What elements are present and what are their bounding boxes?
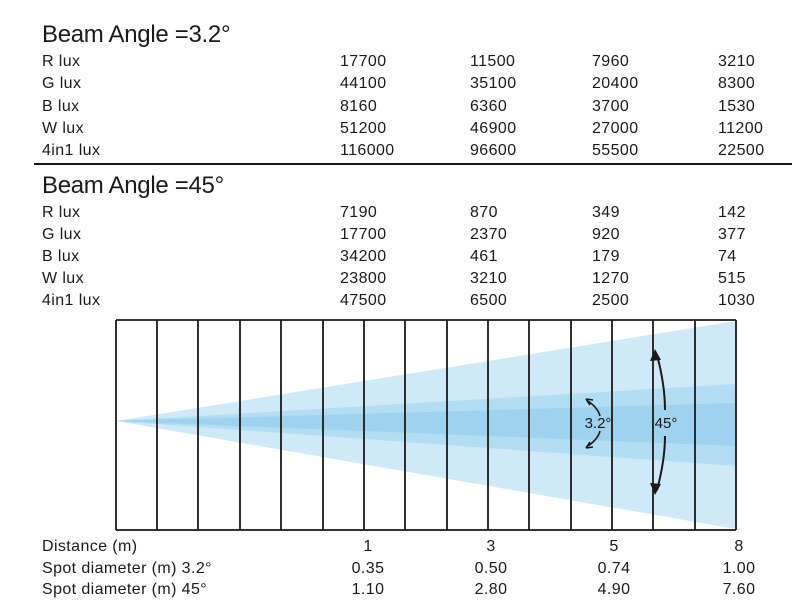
cell: 46900 [470,120,517,137]
wide-angle-label: 45° [655,415,678,432]
section-title-narrow: Beam Angle =3.2° [42,21,231,48]
cell: 8160 [340,98,378,115]
cell: 870 [470,204,498,221]
row-label: R lux [42,204,81,221]
cell: 0.50 [474,560,508,577]
cell: 8 [734,538,744,555]
distance-grid [115,319,737,531]
cell: 7960 [592,53,630,70]
cell: 5 [609,538,619,555]
cell: 3 [486,538,496,555]
cell: 2370 [470,226,508,243]
cell: 6360 [470,98,508,115]
cell: 44100 [340,75,387,92]
row-label: Spot diameter (m) 45° [42,581,208,598]
cell: 51200 [340,120,387,137]
cell: 17700 [340,226,387,243]
cell: 4.90 [597,581,631,598]
cell: 11500 [470,53,516,70]
cell: 1.10 [351,581,385,598]
table-row: R lux 17700 11500 7960 3210 [0,51,800,73]
arrowhead-up [650,349,661,361]
cell: 55500 [592,142,639,159]
cell: 35100 [470,75,517,92]
cell: 6500 [470,292,508,309]
table-row: Distance (m) 1 3 5 8 [0,536,800,558]
section-title-wide: Beam Angle =45° [42,172,224,199]
cell: 1270 [592,270,630,287]
cell: 96600 [470,142,517,159]
table-row: G lux 44100 35100 20400 8300 [0,73,800,95]
row-label: B lux [42,248,80,265]
cell: 2500 [592,292,630,309]
cell: 34200 [340,248,387,265]
cell: 7.60 [722,581,756,598]
cell: 1.00 [722,560,756,577]
section-divider [34,163,792,165]
row-label: G lux [42,75,82,92]
table-row: 4in1 lux 116000 96600 55500 22500 [0,140,800,162]
cell: 3700 [592,98,630,115]
cell: 0.74 [597,560,631,577]
cell: 20400 [592,75,639,92]
row-label: W lux [42,120,84,137]
table-row: B lux 8160 6360 3700 1530 [0,96,800,118]
cell: 116000 [340,142,395,159]
cell: 23800 [340,270,387,287]
cell: 47500 [340,292,387,309]
row-label: Spot diameter (m) 3.2° [42,560,212,577]
cell: 0.35 [351,560,385,577]
cell: 2.80 [474,581,508,598]
table-row: R lux 7190 870 349 142 [0,202,800,224]
row-label: Distance (m) [42,538,138,555]
cell: 7190 [340,204,378,221]
narrow-angle-label: 3.2° [585,415,612,432]
row-label: G lux [42,226,82,243]
cell: 461 [470,248,498,265]
table-row: W lux 23800 3210 1270 515 [0,268,800,290]
arrowhead-down [585,441,594,449]
cell: 1030 [718,292,756,309]
row-label: B lux [42,98,80,115]
cell: 22500 [718,142,765,159]
cell: 920 [592,226,620,243]
table-row: 4in1 lux 47500 6500 2500 1030 [0,290,800,312]
row-label: R lux [42,53,81,70]
cell: 349 [592,204,620,221]
cell: 377 [718,226,746,243]
arrow-lower-arc [587,430,601,447]
cell: 3210 [470,270,508,287]
arrow-upper-arc [587,400,601,417]
arrowhead-up [585,398,594,406]
cell: 8300 [718,75,756,92]
table-row: W lux 51200 46900 27000 11200 [0,118,800,140]
table-row: Spot diameter (m) 45° 1.10 2.80 4.90 7.6… [0,579,800,601]
cell: 17700 [340,53,387,70]
table-row: B lux 34200 461 179 74 [0,246,800,268]
narrow-angle-arrow [585,398,601,449]
row-label: W lux [42,270,84,287]
arrowhead-down [650,483,661,495]
cell: 11200 [718,120,764,137]
table-row: Spot diameter (m) 3.2° 0.35 0.50 0.74 1.… [0,558,800,580]
cell: 515 [718,270,746,287]
row-label: 4in1 lux [42,142,101,159]
cell: 142 [718,204,746,221]
beam-core [116,403,736,446]
cell: 27000 [592,120,639,137]
row-label: 4in1 lux [42,292,101,309]
cell: 3210 [718,53,756,70]
table-row: G lux 17700 2370 920 377 [0,224,800,246]
cell: 1 [363,538,373,555]
cell: 74 [718,248,737,265]
cell: 1530 [718,98,756,115]
cell: 179 [592,248,620,265]
